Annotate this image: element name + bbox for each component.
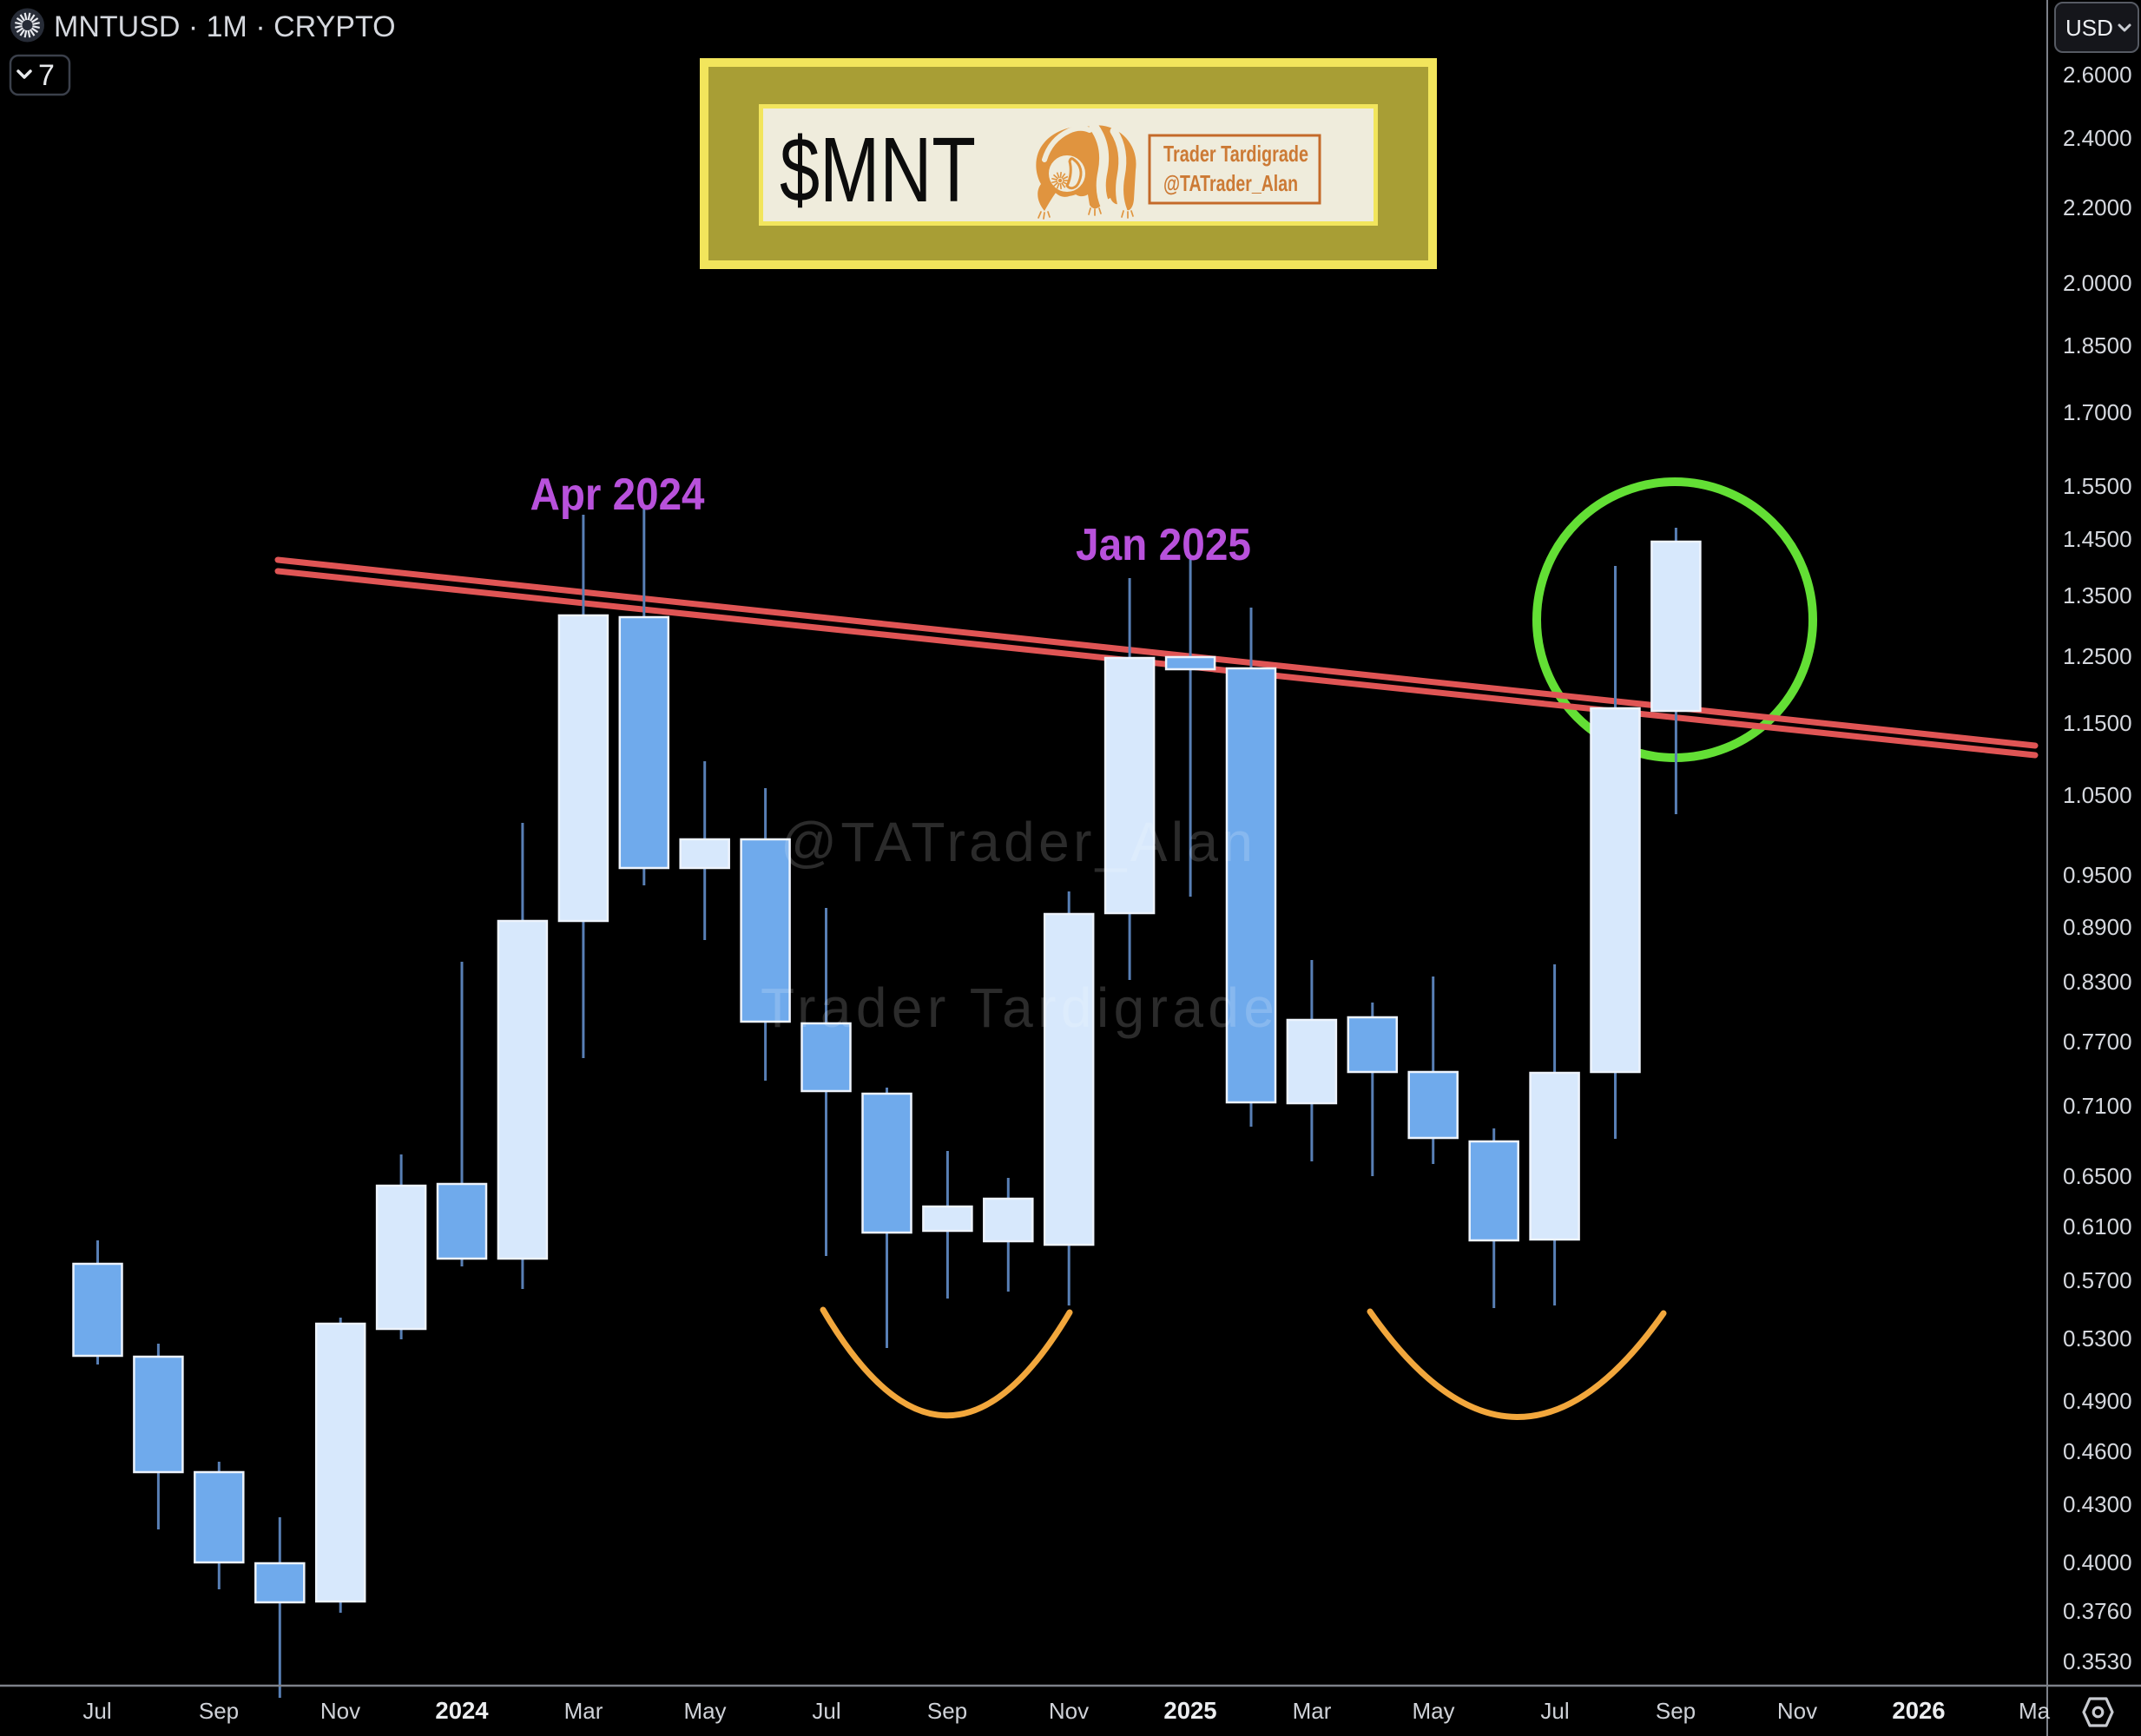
svg-text:0.8900: 0.8900 [2063,914,2132,940]
svg-text:Trader Tardigrade: Trader Tardigrade [761,976,1275,1039]
svg-text:May: May [683,1698,726,1724]
svg-text:MNTUSD · 1M · CRYPTO: MNTUSD · 1M · CRYPTO [54,10,396,43]
svg-text:Sep: Sep [199,1698,239,1724]
svg-text:0.5700: 0.5700 [2063,1267,2132,1293]
svg-text:1.2500: 1.2500 [2063,643,2132,669]
svg-text:$MNT: $MNT [780,119,976,221]
svg-text:Jul: Jul [82,1698,111,1724]
svg-text:Ma: Ma [2019,1698,2051,1724]
svg-text:Jul: Jul [812,1698,840,1724]
svg-text:Apr 2024: Apr 2024 [530,470,705,520]
svg-text:Jan 2025: Jan 2025 [1076,520,1251,570]
svg-text:0.3530: 0.3530 [2063,1648,2132,1674]
svg-text:Trader Tardigrade: Trader Tardigrade [1163,141,1308,167]
svg-text:1.5500: 1.5500 [2063,473,2132,499]
svg-text:1.0500: 1.0500 [2063,782,2132,808]
svg-text:2.6000: 2.6000 [2063,62,2132,88]
svg-text:1.1500: 1.1500 [2063,710,2132,736]
svg-text:0.3760: 0.3760 [2063,1598,2132,1624]
svg-text:Nov: Nov [320,1698,360,1724]
svg-text:@TATrader_Alan: @TATrader_Alan [1163,170,1298,196]
svg-text:Jul: Jul [1540,1698,1569,1724]
svg-text:2025: 2025 [1163,1697,1216,1724]
svg-text:0.9500: 0.9500 [2063,862,2132,888]
svg-text:Nov: Nov [1777,1698,1817,1724]
svg-text:1.7000: 1.7000 [2063,399,2132,425]
svg-text:Mar: Mar [1293,1698,1332,1724]
svg-text:2.0000: 2.0000 [2063,270,2132,296]
svg-text:@TATrader_Alan: @TATrader_Alan [781,811,1253,873]
svg-text:0.5300: 0.5300 [2063,1325,2132,1351]
svg-text:2.2000: 2.2000 [2063,194,2132,220]
svg-text:1.4500: 1.4500 [2063,526,2132,552]
svg-text:Sep: Sep [927,1698,967,1724]
svg-text:0.8300: 0.8300 [2063,969,2132,995]
svg-text:2026: 2026 [1892,1697,1945,1724]
svg-text:0.6500: 0.6500 [2063,1163,2132,1189]
svg-text:0.4300: 0.4300 [2063,1491,2132,1517]
svg-text:1.3500: 1.3500 [2063,582,2132,608]
svg-text:1.8500: 1.8500 [2063,332,2132,358]
svg-text:7: 7 [38,59,55,92]
svg-text:2024: 2024 [435,1697,489,1724]
svg-text:0.7100: 0.7100 [2063,1093,2132,1119]
svg-text:0.4000: 0.4000 [2063,1549,2132,1575]
svg-text:Sep: Sep [1656,1698,1696,1724]
svg-text:Nov: Nov [1049,1698,1089,1724]
svg-text:0.4600: 0.4600 [2063,1438,2132,1464]
svg-text:0.4900: 0.4900 [2063,1388,2132,1414]
svg-text:May: May [1412,1698,1454,1724]
svg-text:2.4000: 2.4000 [2063,125,2132,151]
svg-text:0.6100: 0.6100 [2063,1213,2132,1240]
svg-text:0.7700: 0.7700 [2063,1029,2132,1055]
svg-text:Mar: Mar [564,1698,603,1724]
svg-text:USD: USD [2065,15,2113,41]
